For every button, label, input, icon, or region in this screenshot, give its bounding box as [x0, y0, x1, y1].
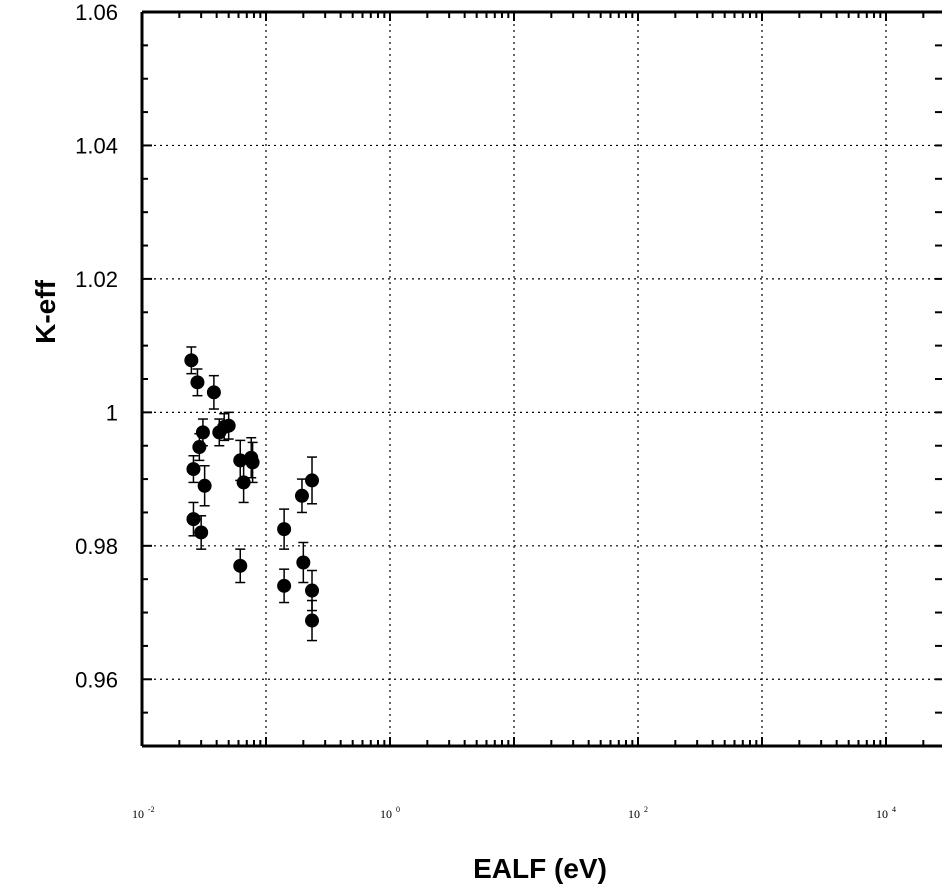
y-tick-label: 1.06: [75, 0, 118, 25]
point-marker: [296, 555, 311, 570]
point-marker: [184, 353, 199, 368]
y-tick-label: 1.02: [75, 267, 118, 292]
x-tick-label: 10 -2: [132, 805, 155, 821]
point-marker: [197, 478, 212, 493]
data-point: [190, 368, 205, 397]
data-point: [184, 346, 199, 375]
x-tick-base: 10: [628, 807, 640, 821]
x-tick-label: 10 2: [628, 805, 648, 821]
y-tick-label: 0.96: [75, 667, 118, 692]
y-axis-title: K-eff: [30, 279, 61, 343]
point-marker: [245, 455, 260, 470]
data-point: [194, 515, 209, 550]
point-marker: [192, 440, 207, 455]
data-point: [206, 374, 221, 410]
data-point: [236, 461, 251, 504]
plot-frame: [140, 10, 942, 748]
x-tick-exponent: -2: [148, 805, 155, 814]
data-point: [277, 568, 292, 604]
point-marker: [277, 522, 292, 537]
point-marker: [305, 583, 320, 598]
y-tick-label: 0.98: [75, 534, 118, 559]
data-points: [184, 346, 320, 642]
y-tick-label: 1.04: [75, 133, 118, 158]
point-marker: [236, 475, 251, 490]
y-tick-labels: 0.96 0.98 1 1.02 1.04 1.06: [75, 0, 118, 692]
x-tick-label: 10 4: [876, 805, 896, 821]
data-point: [186, 454, 201, 484]
point-marker: [305, 473, 320, 488]
point-marker: [294, 488, 309, 503]
data-point: [277, 508, 292, 550]
data-point: [221, 411, 236, 440]
point-marker: [233, 558, 248, 573]
point-marker: [190, 375, 205, 390]
x-tick-base: 10: [876, 807, 888, 821]
point-marker: [186, 462, 201, 477]
x-tick-exponent: 0: [396, 805, 400, 814]
point-marker: [195, 425, 210, 440]
point-marker: [194, 525, 209, 540]
x-tick-exponent: 4: [892, 805, 896, 814]
point-marker: [221, 418, 236, 433]
data-point: [233, 548, 248, 584]
data-point: [305, 456, 320, 505]
x-tick-exponent: 2: [644, 805, 648, 814]
data-point: [305, 599, 320, 642]
x-axis-title: EALF (eV): [473, 853, 607, 884]
x-tick-label: 10 0: [380, 805, 400, 821]
grid: [142, 12, 942, 746]
x-tick-base: 10: [380, 807, 392, 821]
data-point: [197, 464, 212, 507]
y-tick-label: 1: [106, 400, 118, 425]
point-marker: [277, 578, 292, 593]
x-tick-labels: 10-2100102104106: [132, 805, 896, 821]
data-point: [245, 441, 260, 484]
x-tick-base: 10: [132, 807, 144, 821]
point-marker: [206, 385, 221, 400]
point-marker: [305, 613, 320, 628]
data-point: [296, 541, 311, 584]
minor-ticks: [141, 11, 942, 747]
data-point: [195, 418, 210, 447]
point-marker: [186, 512, 201, 527]
